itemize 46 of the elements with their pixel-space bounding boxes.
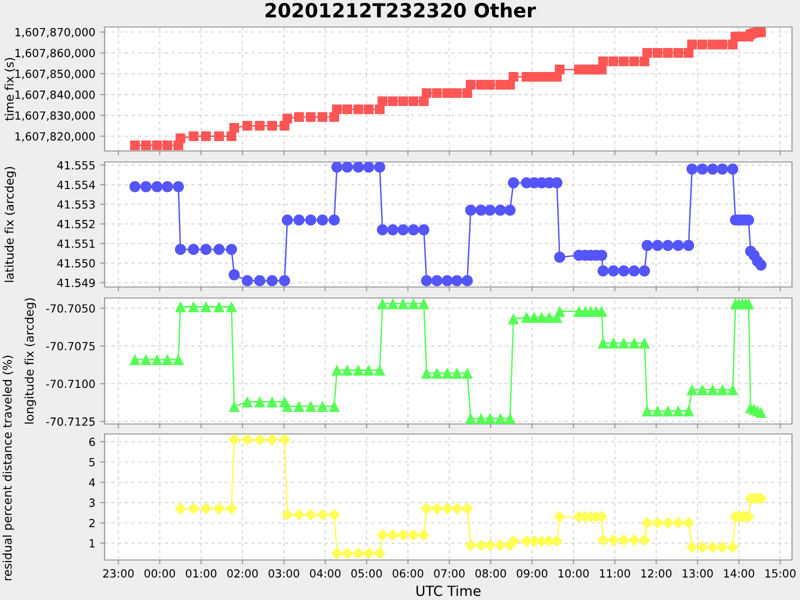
y-axis-title: latitude fix (arcdeg) bbox=[4, 167, 16, 282]
y-tick-label: 2 bbox=[89, 518, 94, 528]
y-axis-title: time fix (s) bbox=[4, 58, 16, 121]
x-tick-label: 10:00 bbox=[558, 569, 589, 578]
y-tick-label: 1,607,850,000 bbox=[16, 70, 95, 80]
chart-title: 20201212T232320 Other bbox=[266, 2, 536, 18]
y-tick-label: 1,607,840,000 bbox=[16, 90, 95, 100]
y-tick-label: -70.7100 bbox=[46, 380, 95, 388]
x-tick-label: 03:00 bbox=[268, 569, 300, 578]
x-tick-label: 01:00 bbox=[186, 569, 216, 578]
x-tick-label: 00:00 bbox=[144, 569, 176, 578]
x-tick-label: 14:00 bbox=[724, 569, 754, 578]
x-tick-label: 08:00 bbox=[475, 569, 506, 578]
y-axis-title: residual percent distance traveled (%) bbox=[2, 356, 14, 580]
y-tick-label: 5 bbox=[89, 458, 95, 466]
x-tick-label: 02:00 bbox=[227, 569, 258, 578]
y-axis-title: longitude fix (arcdeg) bbox=[24, 298, 36, 424]
x-tick-label: 05:00 bbox=[351, 569, 382, 578]
x-tick-label: 06:00 bbox=[392, 569, 424, 578]
y-tick-label: 41.555 bbox=[57, 161, 95, 170]
x-tick-label: 15:00 bbox=[765, 569, 796, 578]
y-tick-label: 1,607,860,000 bbox=[16, 48, 95, 58]
x-tick-label: 09:00 bbox=[516, 569, 548, 578]
y-tick-label: 1,607,830,000 bbox=[16, 111, 95, 121]
x-tick-label: 04:00 bbox=[310, 569, 340, 578]
x-tick-label: 07:00 bbox=[434, 569, 465, 578]
x-axis-title: UTC Time bbox=[416, 585, 481, 596]
y-tick-label: -70.7125 bbox=[46, 417, 95, 426]
y-tick-label: 1,607,820,000 bbox=[16, 132, 95, 142]
x-tick-label: 23:00 bbox=[103, 569, 134, 578]
x-tick-label: 13:00 bbox=[682, 569, 713, 578]
y-tick-label: 41.551 bbox=[57, 240, 95, 248]
y-tick-label: 41.549 bbox=[57, 278, 95, 288]
y-tick-label: 41.553 bbox=[57, 200, 95, 209]
y-tick-label: 41.552 bbox=[57, 220, 94, 228]
x-tick-label: 11:00 bbox=[600, 569, 630, 578]
y-tick-label: 1 bbox=[90, 539, 95, 548]
y-tick-label: 6 bbox=[89, 438, 95, 446]
y-tick-label: 3 bbox=[89, 498, 95, 507]
y-tick-label: -70.7075 bbox=[46, 342, 95, 350]
y-tick-label: 1,607,870,000 bbox=[16, 28, 95, 38]
y-tick-label: -70.7050 bbox=[46, 304, 95, 313]
y-tick-label: 4 bbox=[89, 478, 95, 487]
y-tick-label: 41.550 bbox=[57, 259, 95, 268]
y-tick-label: 41.554 bbox=[57, 180, 95, 190]
x-tick-label: 12:00 bbox=[641, 569, 672, 578]
